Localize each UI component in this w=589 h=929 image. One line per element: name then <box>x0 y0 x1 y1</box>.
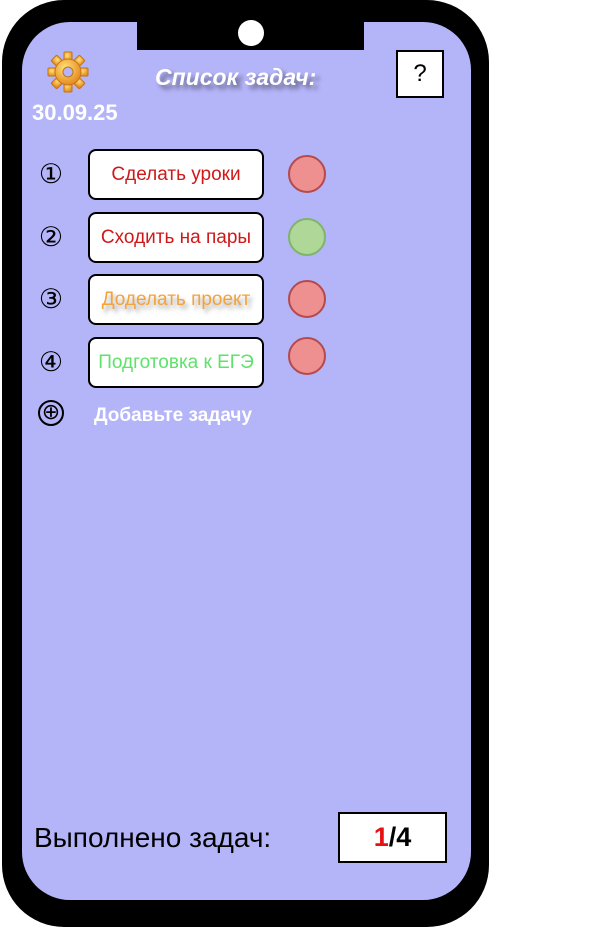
task-number-1: ① <box>38 159 64 189</box>
total-count: /4 <box>388 822 412 852</box>
task-button-2[interactable]: Сходить на пары <box>88 212 264 263</box>
task-button-4[interactable]: Подготовка к ЕГЭ <box>88 337 264 388</box>
camera-icon <box>238 20 264 46</box>
date-label: 30.09.25 <box>32 100 118 125</box>
help-button[interactable]: ? <box>396 50 444 98</box>
task-status-2[interactable] <box>288 218 326 256</box>
completed-tasks-counter: 1/4 <box>338 812 447 863</box>
page-title: Список задач: <box>155 64 317 90</box>
completed-count: 1 <box>373 822 389 852</box>
task-button-3[interactable]: Доделать проект <box>88 274 264 325</box>
task-status-3[interactable] <box>288 280 326 318</box>
task-number-2: ② <box>38 222 64 252</box>
add-task-label[interactable]: Добавьте задачу <box>94 405 253 426</box>
task-number-3: ③ <box>38 284 64 314</box>
task-button-1[interactable]: Сделать уроки <box>88 149 264 200</box>
task-status-4[interactable] <box>288 337 326 375</box>
gear-icon[interactable] <box>46 50 90 94</box>
completed-tasks-label: Выполнено задач: <box>34 822 272 853</box>
add-task-icon[interactable]: ⊕ <box>38 400 64 426</box>
task-status-1[interactable] <box>288 155 326 193</box>
task-number-4: ④ <box>38 347 64 377</box>
